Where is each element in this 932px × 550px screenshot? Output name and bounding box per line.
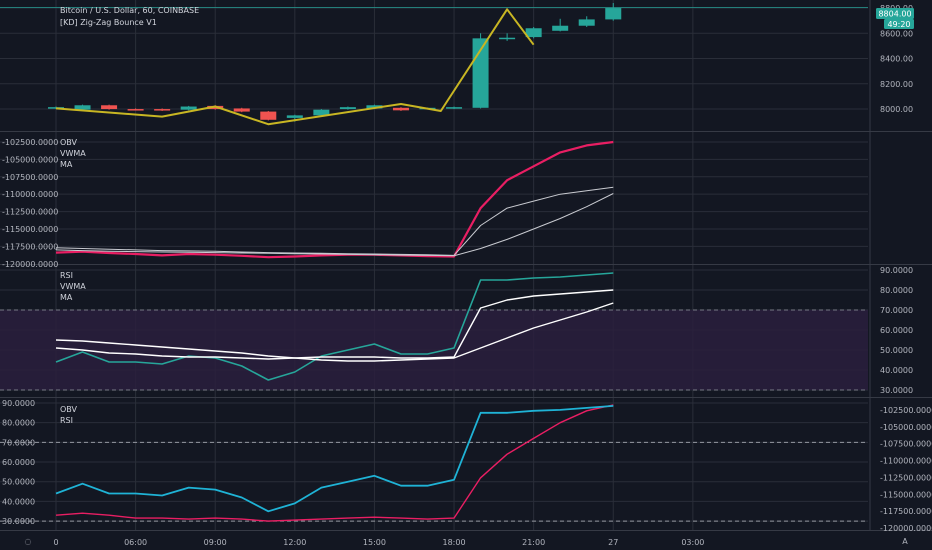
symbol-title: Bitcoin / U.S. Dollar, 60, COINBASE: [60, 6, 199, 15]
candle-up: [180, 106, 197, 110]
obv-tick-label: -117500.0000: [2, 242, 58, 251]
zigzag-line: [55, 8, 535, 126]
candle-up: [366, 105, 383, 109]
rsi-tick-label: 60.0000: [880, 326, 913, 335]
series-ma: [55, 193, 614, 257]
legend-ma: MA: [60, 160, 73, 169]
candle-up: [499, 37, 516, 40]
legend-obv: OBV: [60, 138, 78, 147]
series-ma: [55, 302, 614, 362]
time-tick-label: 18:00: [443, 538, 466, 547]
candle-up: [578, 19, 595, 26]
obv-pane[interactable]: OBV VWMA MA: [55, 138, 614, 259]
obv-tick-label: -107500.0000: [2, 173, 58, 182]
candle-up: [48, 107, 64, 109]
candle-down: [127, 109, 144, 111]
price-pane[interactable]: [0, 3, 868, 126]
obv-rsi-left-tick-label: 50.0000: [2, 478, 35, 487]
auto-scale-icon[interactable]: A: [902, 537, 908, 546]
obv-rsi-left-tick-label: 30.0000: [2, 517, 35, 526]
time-tick-label: 15:00: [363, 538, 386, 547]
timezone-icon[interactable]: ◌: [25, 537, 32, 546]
obv-rsi-right-tick-label: -117500.0000: [880, 507, 932, 516]
price-tick-label: 8600.00: [880, 29, 913, 38]
candle-up: [525, 28, 542, 38]
series-rsi: [55, 272, 614, 381]
time-tick-label: 12:00: [283, 538, 306, 547]
time-tick-label: 03:00: [681, 538, 704, 547]
candle-up: [286, 115, 303, 118]
candle-up: [313, 109, 330, 116]
obv-rsi-right-tick-label: -115000.0000: [880, 490, 932, 499]
candle-down: [260, 111, 277, 120]
legend-ma: MA: [60, 293, 73, 302]
candle-down: [101, 105, 118, 110]
candle-up: [605, 8, 622, 20]
obv-rsi-left-tick-label: 70.0000: [2, 438, 35, 447]
obv-rsi-left-tick-label: 40.0000: [2, 497, 35, 506]
obv-rsi-right-tick-label: -102500.0000: [880, 406, 932, 415]
candle-down: [392, 107, 409, 111]
obv-tick-label: -102500.0000: [2, 138, 58, 147]
obv-rsi-right-tick-label: -112500.0000: [880, 473, 932, 482]
price-tick-label: 8000.00: [880, 105, 913, 114]
last-price-value: 8804.00: [878, 10, 911, 19]
obv-tick-label: -112500.0000: [2, 208, 58, 217]
obv-rsi-right-tick-label: -107500.0000: [880, 440, 932, 449]
candle-down: [154, 109, 171, 111]
rsi-tick-label: 70.0000: [880, 306, 913, 315]
time-tick-label: 06:00: [124, 538, 147, 547]
time-tick-label: 27: [608, 538, 618, 547]
obv-rsi-left-tick-label: 90.0000: [2, 399, 35, 408]
legend-obv: OBV: [60, 405, 78, 414]
candle-up: [552, 25, 569, 31]
obv-rsi-right-tick-label: -120000.0000: [880, 524, 932, 533]
rsi-tick-label: 50.0000: [880, 346, 913, 355]
series-rsi: [55, 405, 614, 513]
series-obv: [55, 140, 614, 259]
legend-rsi: RSI: [60, 416, 73, 425]
rsi-tick-label: 30.0000: [880, 386, 913, 395]
candle-up: [74, 105, 91, 110]
obv-rsi-pane[interactable]: OBV RSI: [0, 404, 868, 522]
candle-countdown: 49:20: [887, 20, 910, 29]
series-vwma: [55, 186, 614, 256]
price-tick-label: 8400.00: [880, 55, 913, 64]
obv-rsi-left-tick-label: 60.0000: [2, 458, 35, 467]
obv-tick-label: -120000.0000: [2, 260, 58, 269]
legend-vwma: VWMA: [60, 149, 86, 158]
rsi-pane[interactable]: RSI VWMA MA: [0, 271, 868, 391]
countdown-badge: [884, 19, 914, 29]
series-obv: [55, 404, 614, 522]
indicator-title: [KD] Zig-Zag Bounce V1: [60, 18, 157, 27]
price-tick-label: 8200.00: [880, 80, 913, 89]
obv-rsi-left-tick-label: 80.0000: [2, 419, 35, 428]
last-price-badge: [876, 8, 914, 19]
series-vwma: [55, 289, 614, 360]
rsi-tick-label: 40.0000: [880, 366, 913, 375]
candle-down: [233, 108, 250, 112]
time-tick-label: 21:00: [522, 538, 545, 547]
time-tick-label: 09:00: [204, 538, 227, 547]
candle-up: [446, 107, 463, 109]
legend-rsi: RSI: [60, 271, 73, 280]
obv-tick-label: -115000.0000: [2, 225, 58, 234]
rsi-tick-label: 90.0000: [880, 266, 913, 275]
obv-rsi-right-tick-label: -110000.0000: [880, 457, 932, 466]
obv-tick-label: -105000.0000: [2, 155, 58, 164]
rsi-tick-label: 80.0000: [880, 286, 913, 295]
obv-tick-label: -110000.0000: [2, 190, 58, 199]
rsi-band-fill: [0, 310, 868, 390]
time-tick-label: 0: [53, 538, 58, 547]
candle-up: [339, 107, 356, 110]
obv-rsi-right-tick-label: -105000.0000: [880, 423, 932, 432]
legend-vwma: VWMA: [60, 282, 86, 291]
